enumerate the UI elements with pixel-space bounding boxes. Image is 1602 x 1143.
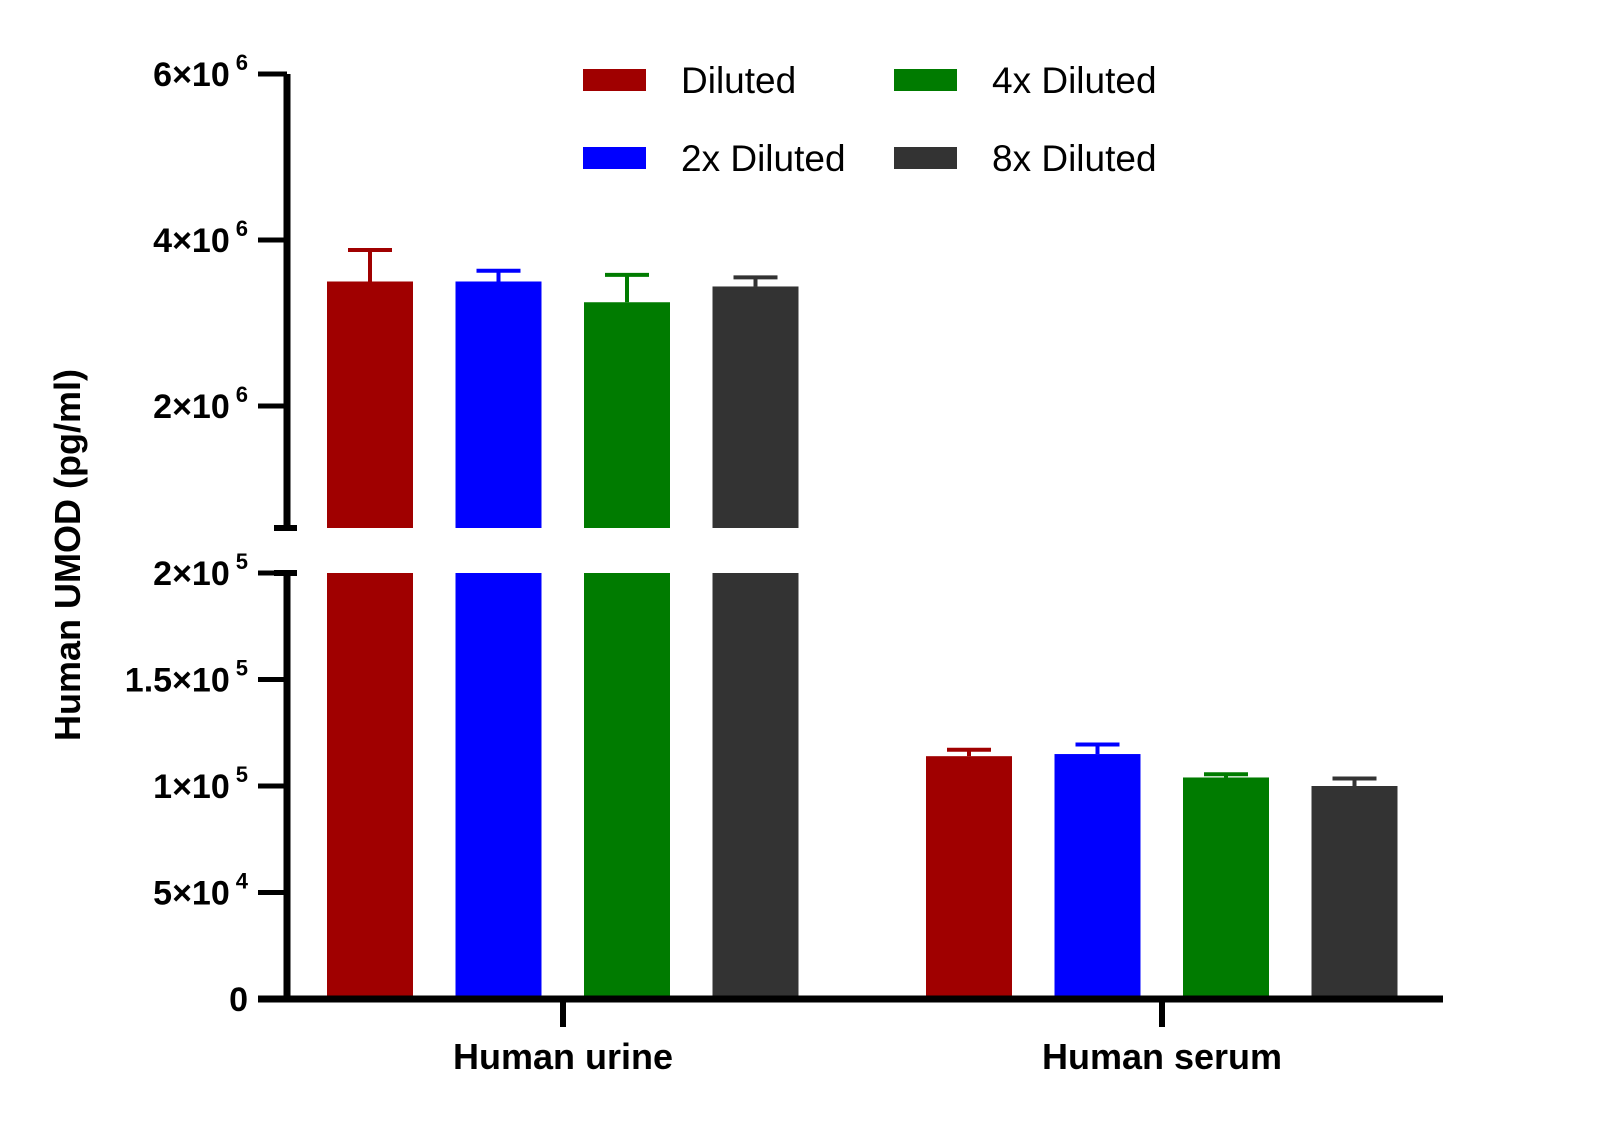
bar-upper-0-2: [584, 302, 670, 528]
axes-layer: 0 5×10 4 1×10 5 1.5×10 5 2×10 5 2×10 6 4×10 6 6×10 6 Hu…: [125, 50, 1443, 1077]
bar-upper-0-3: [712, 286, 799, 528]
y-tick-label-upper-1: 4×10 6: [153, 216, 248, 260]
y-tick-label-lower-4: 2×10 5: [153, 549, 248, 593]
legend-swatch-2: [894, 69, 957, 91]
legend-label-1: 2x Diluted: [681, 138, 846, 179]
bars-layer: [327, 247, 1398, 999]
bar-upper-0-0: [327, 281, 413, 528]
legend: Diluted 2x Diluted 4x Diluted 8x Diluted: [583, 60, 1157, 179]
bar-lower-0-3: [712, 573, 799, 999]
bar-1-1: [1054, 754, 1141, 999]
y-tick-label-upper-2: 6×10 6: [153, 50, 248, 94]
legend-label-0: Diluted: [681, 60, 796, 101]
x-tick-label-0: Human urine: [453, 1036, 673, 1077]
y-tick-label-lower-0: 0: [229, 981, 248, 1019]
bar-1-3: [1311, 786, 1398, 999]
legend-label-3: 8x Diluted: [992, 138, 1157, 179]
y-tick-label-lower-2: 1×10 5: [153, 762, 248, 806]
legend-label-2: 4x Diluted: [992, 60, 1157, 101]
x-tick-label-1: Human serum: [1042, 1036, 1282, 1077]
legend-swatch-1: [583, 147, 646, 169]
bar-upper-0-1: [455, 281, 542, 528]
bar-lower-0-2: [584, 573, 670, 999]
y-tick-label-lower-3: 1.5×10 5: [125, 656, 248, 700]
bar-lower-0-0: [327, 573, 413, 999]
y-axis-label: Human UMOD (pg/ml): [47, 369, 88, 741]
bar-1-0: [926, 756, 1012, 999]
y-tick-label-upper-0: 2×10 6: [153, 382, 248, 426]
bar-lower-0-1: [455, 573, 542, 999]
y-tick-label-lower-1: 5×10 4: [153, 869, 249, 913]
bar-1-2: [1183, 777, 1269, 999]
legend-swatch-3: [894, 147, 957, 169]
legend-swatch-0: [583, 69, 646, 91]
